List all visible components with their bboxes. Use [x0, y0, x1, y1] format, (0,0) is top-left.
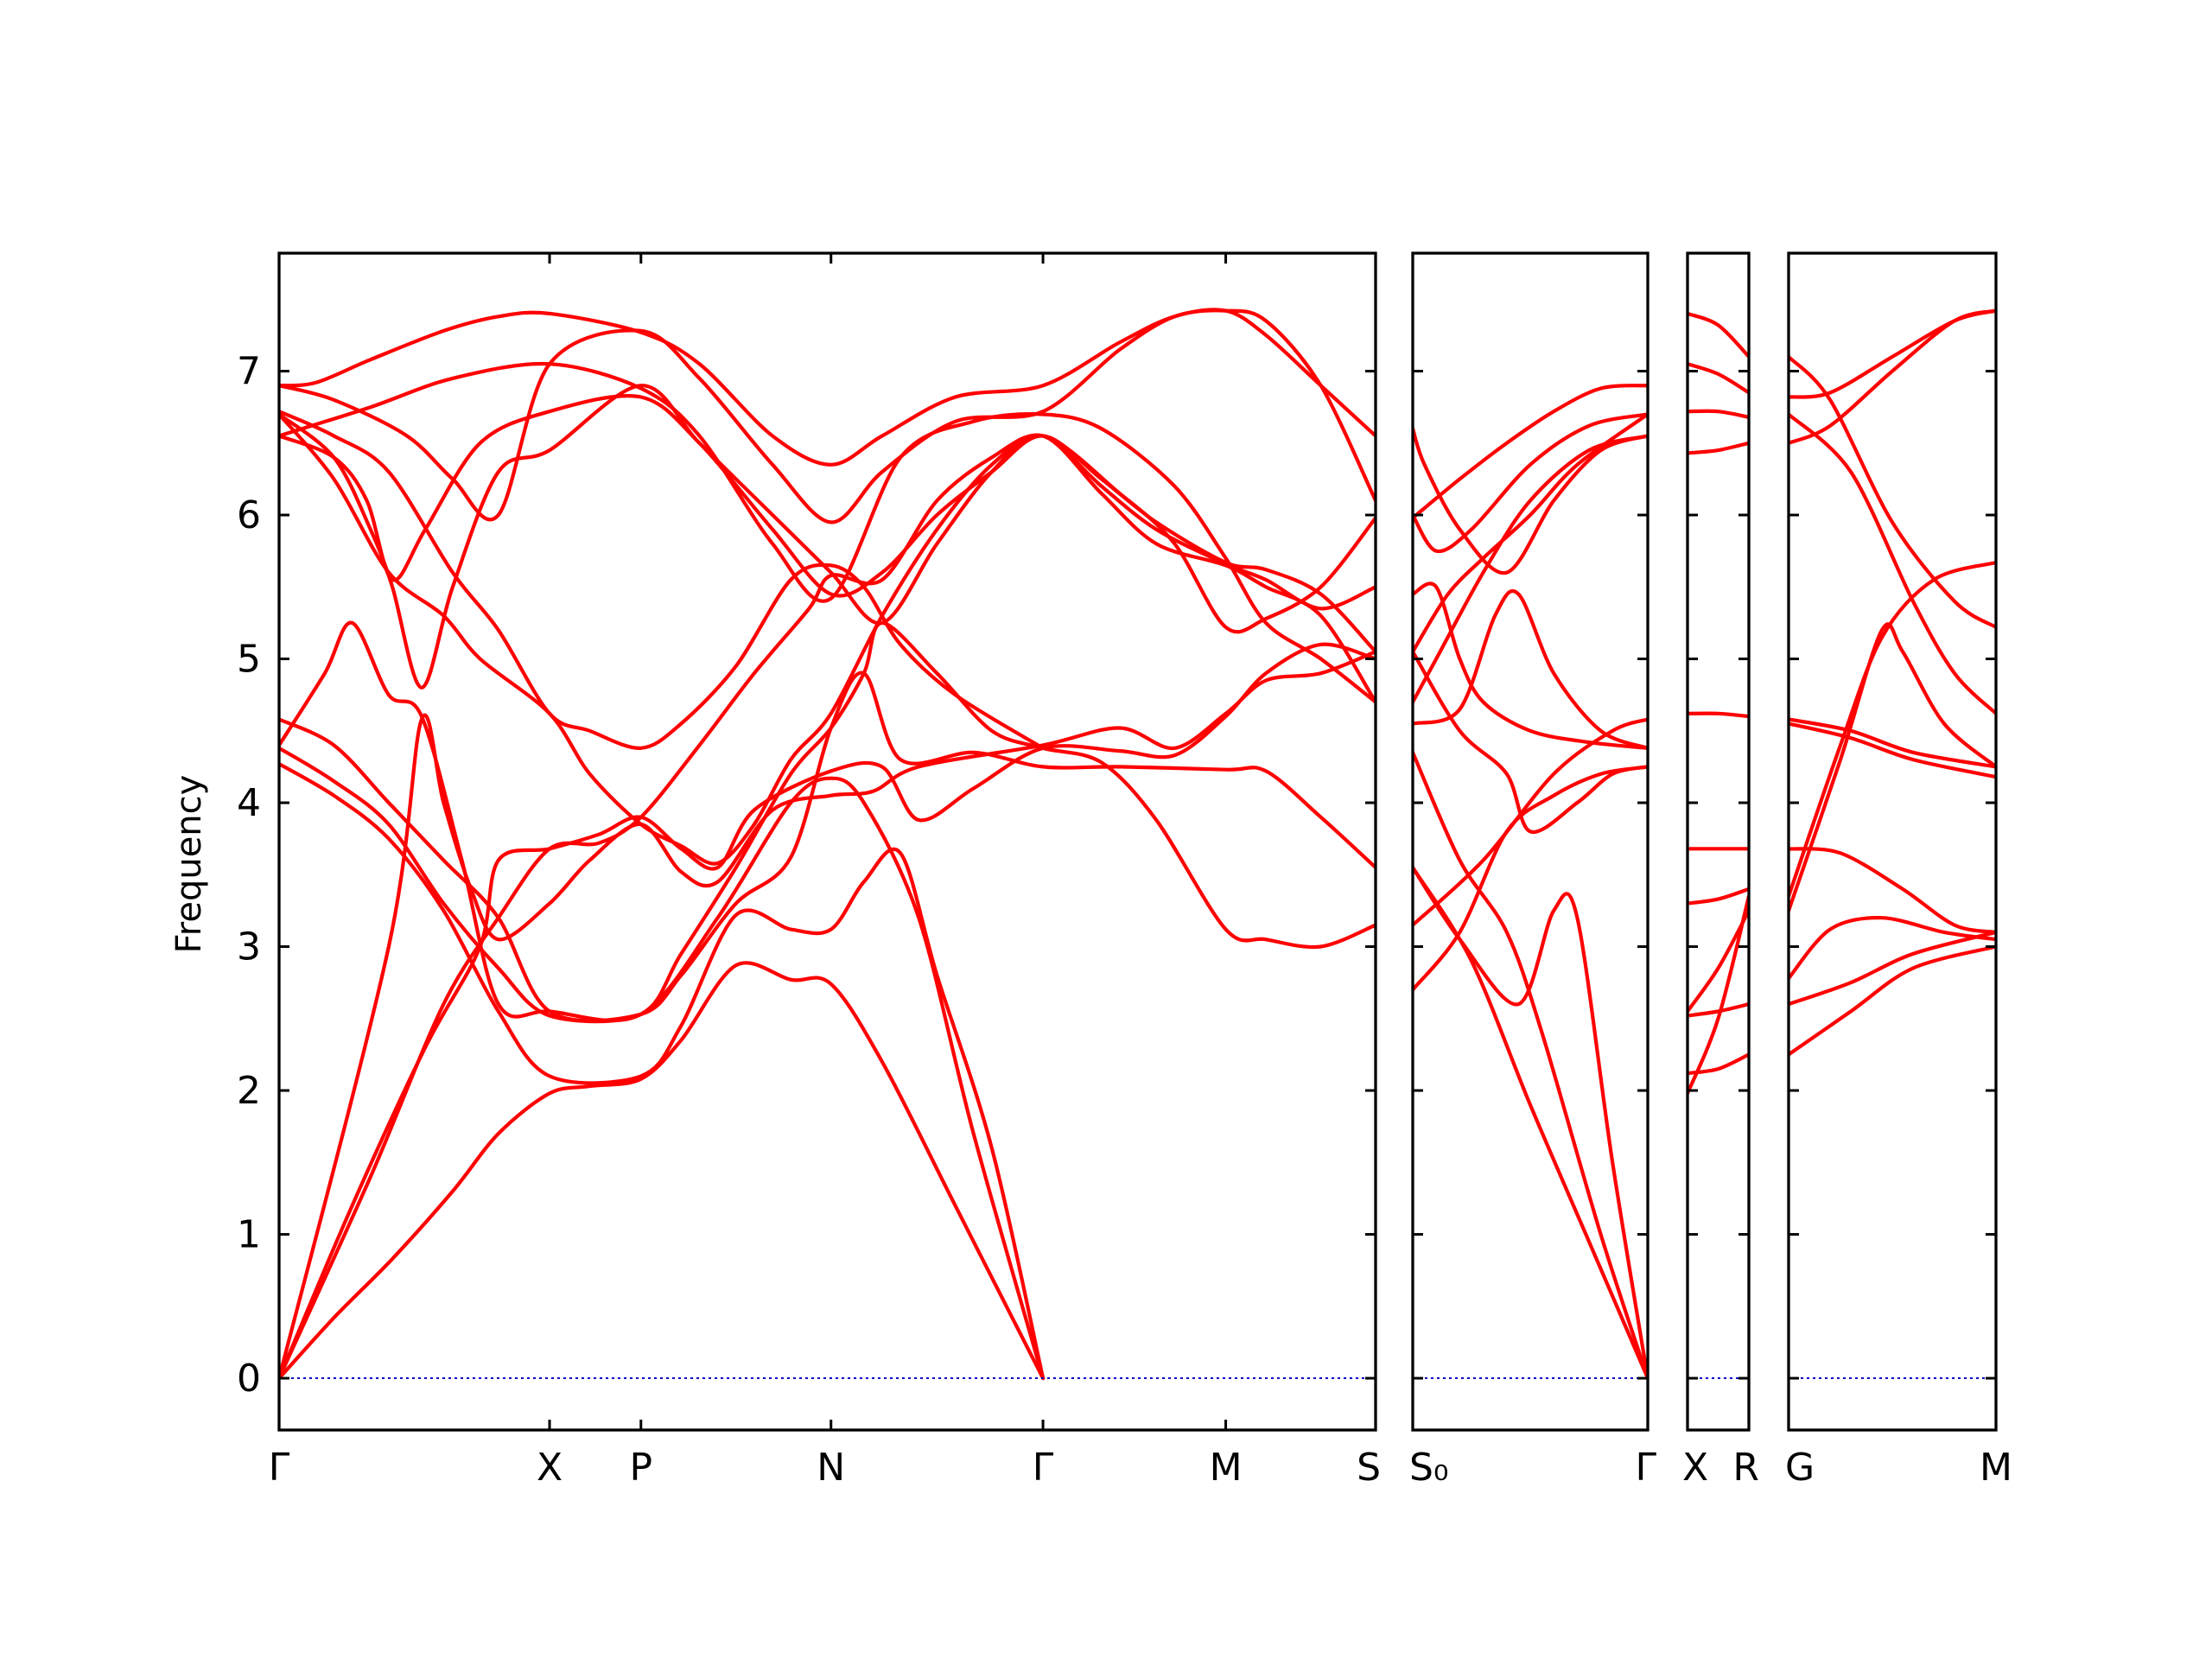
- x-tick-label-path-1-4: Γ: [1033, 1446, 1054, 1490]
- band-line-path-2-5: [1413, 434, 1648, 704]
- band-line-path-1-5: [279, 762, 1046, 1381]
- band-line-path-3-2: [1688, 362, 1749, 395]
- x-tick-label-path-3-0: X: [1682, 1446, 1708, 1490]
- band-line-path-2-6: [1413, 588, 1648, 750]
- band-line-path-1-10: [279, 394, 1376, 654]
- band-line-path-4-10: [1789, 916, 1996, 981]
- y-tick-label: 6: [237, 493, 261, 537]
- band-line-path-2-1: [1413, 427, 1648, 575]
- band-line-path-1-2: [279, 642, 1376, 1381]
- x-tick-label-path-1-3: N: [817, 1446, 845, 1490]
- y-tick-label: 2: [237, 1069, 261, 1113]
- x-tick-label-path-3-1: R: [1732, 1446, 1759, 1490]
- band-line-path-4-11: [1789, 930, 1996, 1007]
- band-line-path-2-4: [1413, 412, 1648, 654]
- bands-path-3: [1688, 311, 1749, 1096]
- panel-frame-path-2: [1411, 251, 1649, 1432]
- band-line-path-3-4: [1688, 441, 1749, 455]
- y-tick-label: 0: [237, 1357, 261, 1401]
- band-line-path-1-15: [279, 308, 1376, 524]
- band-line-path-3-10: [1688, 1052, 1749, 1076]
- band-line-path-4-6: [1789, 721, 1996, 779]
- x-tick-label-path-1-6: S: [1357, 1446, 1381, 1490]
- panel-frames: [277, 251, 1998, 1432]
- band-line-path-2-12: [1413, 750, 1648, 1381]
- band-line-path-1-11: [279, 361, 1376, 704]
- band-line-path-1-7: [279, 620, 1046, 1381]
- x-tick-label-path-1-1: X: [537, 1446, 563, 1490]
- band-line-path-4-1: [1789, 354, 1996, 629]
- panel-frame-path-4: [1787, 251, 1998, 1432]
- bands-path-2: [1413, 384, 1648, 1381]
- band-line-path-2-7: [1413, 582, 1648, 750]
- band-line-path-2-2: [1413, 412, 1648, 554]
- band-line-path-1-14: [279, 412, 1376, 866]
- band-line-path-2-10: [1413, 765, 1648, 992]
- y-tick-label: 5: [237, 638, 261, 682]
- band-line-path-4-12: [1789, 944, 1996, 1057]
- band-line-path-3-3: [1688, 409, 1749, 419]
- x-tick-label-path-1-2: P: [629, 1446, 652, 1490]
- x-tick-label-path-4-1: M: [1980, 1446, 2012, 1490]
- panel-frame-path-1: [277, 251, 1377, 1432]
- panel-frame-path-3: [1686, 251, 1751, 1432]
- y-tick-label: 3: [237, 925, 261, 969]
- band-line-path-2-11: [1413, 865, 1648, 1381]
- band-line-path-1-13: [279, 308, 1376, 467]
- y-tick-label: 7: [237, 350, 261, 394]
- band-line-path-3-9: [1688, 1002, 1749, 1018]
- band-line-path-1-6: [279, 671, 1376, 1023]
- band-line-path-3-7: [1688, 887, 1749, 906]
- x-tick-label-path-4-0: G: [1785, 1446, 1815, 1490]
- band-line-path-4-4: [1789, 308, 1996, 445]
- band-line-path-1-4: [279, 620, 1376, 1024]
- x-tick-label-path-1-5: M: [1210, 1446, 1243, 1490]
- x-tick-label-path-2-0: S₀: [1409, 1446, 1449, 1490]
- band-line-path-1-9: [279, 384, 1376, 690]
- bands-path-1: [279, 308, 1376, 1381]
- y-tick-label: 1: [237, 1213, 261, 1257]
- band-line-path-4-9: [1789, 847, 1996, 934]
- band-line-path-4-8: [1789, 622, 1996, 912]
- band-line-path-2-13: [1413, 865, 1648, 1381]
- x-tick-label-path-1-0: Γ: [269, 1446, 290, 1490]
- band-line-path-3-8: [1688, 908, 1749, 1014]
- band-line-path-1-1: [279, 961, 1046, 1381]
- x-tick-label-path-2-1: Γ: [1635, 1446, 1656, 1490]
- bands-path-4: [1789, 308, 1996, 1057]
- band-line-path-3-11: [1688, 894, 1749, 1096]
- band-line-path-3-5: [1688, 711, 1749, 719]
- y-axis-label: Frequency: [169, 775, 209, 954]
- y-tick-label: 4: [237, 781, 261, 825]
- band-line-path-3-1: [1688, 311, 1749, 359]
- bands-layer: [279, 308, 1996, 1381]
- band-line-path-4-5: [1789, 717, 1996, 769]
- band-line-path-2-9: [1413, 717, 1648, 927]
- band-line-path-2-3: [1413, 384, 1648, 520]
- band-line-path-4-3: [1789, 412, 1996, 715]
- band-line-path-1-12: [279, 410, 1046, 750]
- band-line-path-2-8: [1413, 650, 1648, 835]
